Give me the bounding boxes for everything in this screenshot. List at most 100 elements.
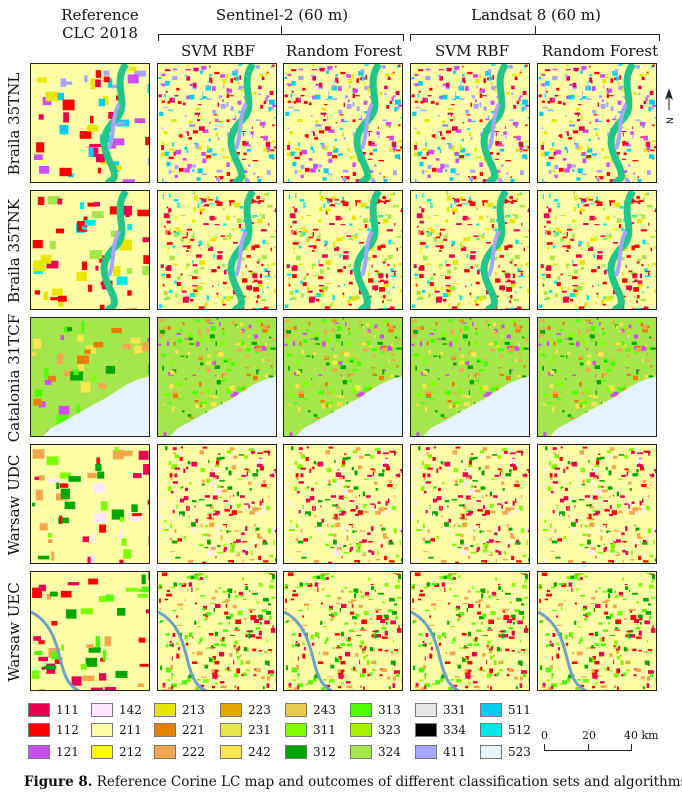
scale-bar: 0 20 40 km xyxy=(541,729,659,758)
map-panel-r5-c2 xyxy=(157,571,277,691)
legend-item-112: 112 xyxy=(28,722,88,738)
legend-item-313: 313 xyxy=(350,702,410,718)
legend-code: 111 xyxy=(56,703,79,717)
row-label-warsaw-udc: Warsaw UDC xyxy=(5,454,23,556)
legend-swatch xyxy=(480,703,502,717)
legend-code: 312 xyxy=(313,745,336,759)
legend-swatch xyxy=(285,703,307,717)
map-panel-r1-c3 xyxy=(283,63,403,183)
reference-header-line2: CLC 2018 xyxy=(62,24,138,42)
legend-code: 334 xyxy=(443,723,466,737)
legend-item-512: 512 xyxy=(480,722,540,738)
legend-item-231: 231 xyxy=(220,722,280,738)
legend-item-331: 331 xyxy=(415,702,475,718)
map-panel-r4-c4 xyxy=(410,444,530,564)
map-panel-r4-c2 xyxy=(157,444,277,564)
legend-code: 323 xyxy=(378,723,401,737)
legend-swatch xyxy=(350,723,372,737)
map-panel-r3-c3 xyxy=(283,317,403,437)
legend-item-311: 311 xyxy=(285,722,345,738)
legend-swatch xyxy=(91,745,113,759)
landsat-group-header: Landsat 8 (60 m) xyxy=(471,6,601,24)
legend-item-111: 111 xyxy=(28,702,88,718)
scale-label-40: 40 km xyxy=(624,729,659,742)
scale-label-0: 0 xyxy=(541,729,548,742)
legend-item-312: 312 xyxy=(285,744,345,760)
reference-header-line1: Reference xyxy=(61,6,139,24)
map-panel-r1-c2 xyxy=(157,63,277,183)
caption-text: Reference Corine LC map and outcomes of … xyxy=(92,774,682,790)
legend-item-222: 222 xyxy=(154,744,214,760)
map-panel-r2-c1 xyxy=(30,190,150,310)
legend-code: 512 xyxy=(508,723,531,737)
legend-item-511: 511 xyxy=(480,702,540,718)
map-panel-r1-c1 xyxy=(30,63,150,183)
legend-item-142: 142 xyxy=(91,702,151,718)
legend-swatch xyxy=(220,703,242,717)
legend-swatch xyxy=(91,723,113,737)
legend-swatch xyxy=(28,745,50,759)
column-header-l8-svm: SVM RBF xyxy=(435,42,509,60)
scale-tick-0 xyxy=(544,744,545,751)
legend-item-121: 121 xyxy=(28,744,88,760)
legend-swatch xyxy=(415,703,437,717)
legend-code: 142 xyxy=(119,703,142,717)
legend-code: 523 xyxy=(508,745,531,759)
scale-label-20: 20 xyxy=(582,729,596,742)
sentinel-group-header: Sentinel-2 (60 m) xyxy=(215,6,349,24)
north-label: N xyxy=(666,117,676,124)
figure-caption: Figure 8. Reference Corine LC map and ou… xyxy=(24,774,682,790)
map-panel-r2-c3 xyxy=(283,190,403,310)
legend-item-334: 334 xyxy=(415,722,475,738)
legend-code: 222 xyxy=(182,745,205,759)
legend-swatch xyxy=(285,723,307,737)
legend-code: 112 xyxy=(56,723,79,737)
map-panel-r3-c5 xyxy=(537,317,657,437)
legend-item-523: 523 xyxy=(480,744,540,760)
legend-code: 411 xyxy=(443,745,466,759)
landsat-bracket xyxy=(410,34,660,41)
legend-code: 313 xyxy=(378,703,401,717)
legend-swatch xyxy=(480,723,502,737)
caption-label: Figure 8. xyxy=(24,774,93,790)
legend-swatch xyxy=(154,723,176,737)
legend-code: 211 xyxy=(119,723,142,737)
map-panel-r5-c3 xyxy=(283,571,403,691)
legend-item-243: 243 xyxy=(285,702,345,718)
sentinel-bracket xyxy=(158,34,404,41)
map-panel-r4-c3 xyxy=(283,444,403,564)
legend-swatch xyxy=(28,723,50,737)
legend-code: 221 xyxy=(182,723,205,737)
map-panel-r3-c4 xyxy=(410,317,530,437)
legend-code: 212 xyxy=(119,745,142,759)
map-panel-r2-c2 xyxy=(157,190,277,310)
legend-item-411: 411 xyxy=(415,744,475,760)
landsat-bracket-center xyxy=(535,26,536,34)
row-label-braila-35tnk: Braila 35TNK xyxy=(5,199,23,303)
map-panel-r4-c5 xyxy=(537,444,657,564)
legend-code: 324 xyxy=(378,745,401,759)
legend-code: 511 xyxy=(508,703,531,717)
legend-swatch xyxy=(154,703,176,717)
legend-code: 243 xyxy=(313,703,336,717)
map-panel-r3-c2 xyxy=(157,317,277,437)
map-panel-r2-c4 xyxy=(410,190,530,310)
legend-code: 121 xyxy=(56,745,79,759)
legend-item-324: 324 xyxy=(350,744,410,760)
map-panel-r4-c1 xyxy=(30,444,150,564)
legend-swatch xyxy=(285,745,307,759)
legend-code: 231 xyxy=(248,723,271,737)
legend-item-323: 323 xyxy=(350,722,410,738)
map-panel-r5-c5 xyxy=(537,571,657,691)
sentinel-bracket-center xyxy=(281,26,282,34)
row-label-braila-35tnl: Braila 35TNL xyxy=(5,72,23,176)
legend-item-221: 221 xyxy=(154,722,214,738)
legend-swatch xyxy=(154,745,176,759)
legend-swatch xyxy=(415,745,437,759)
legend-swatch xyxy=(220,723,242,737)
legend-code: 213 xyxy=(182,703,205,717)
map-panel-r3-c1 xyxy=(30,317,150,437)
legend-item-242: 242 xyxy=(220,744,280,760)
legend-item-211: 211 xyxy=(91,722,151,738)
map-panel-r5-c4 xyxy=(410,571,530,691)
